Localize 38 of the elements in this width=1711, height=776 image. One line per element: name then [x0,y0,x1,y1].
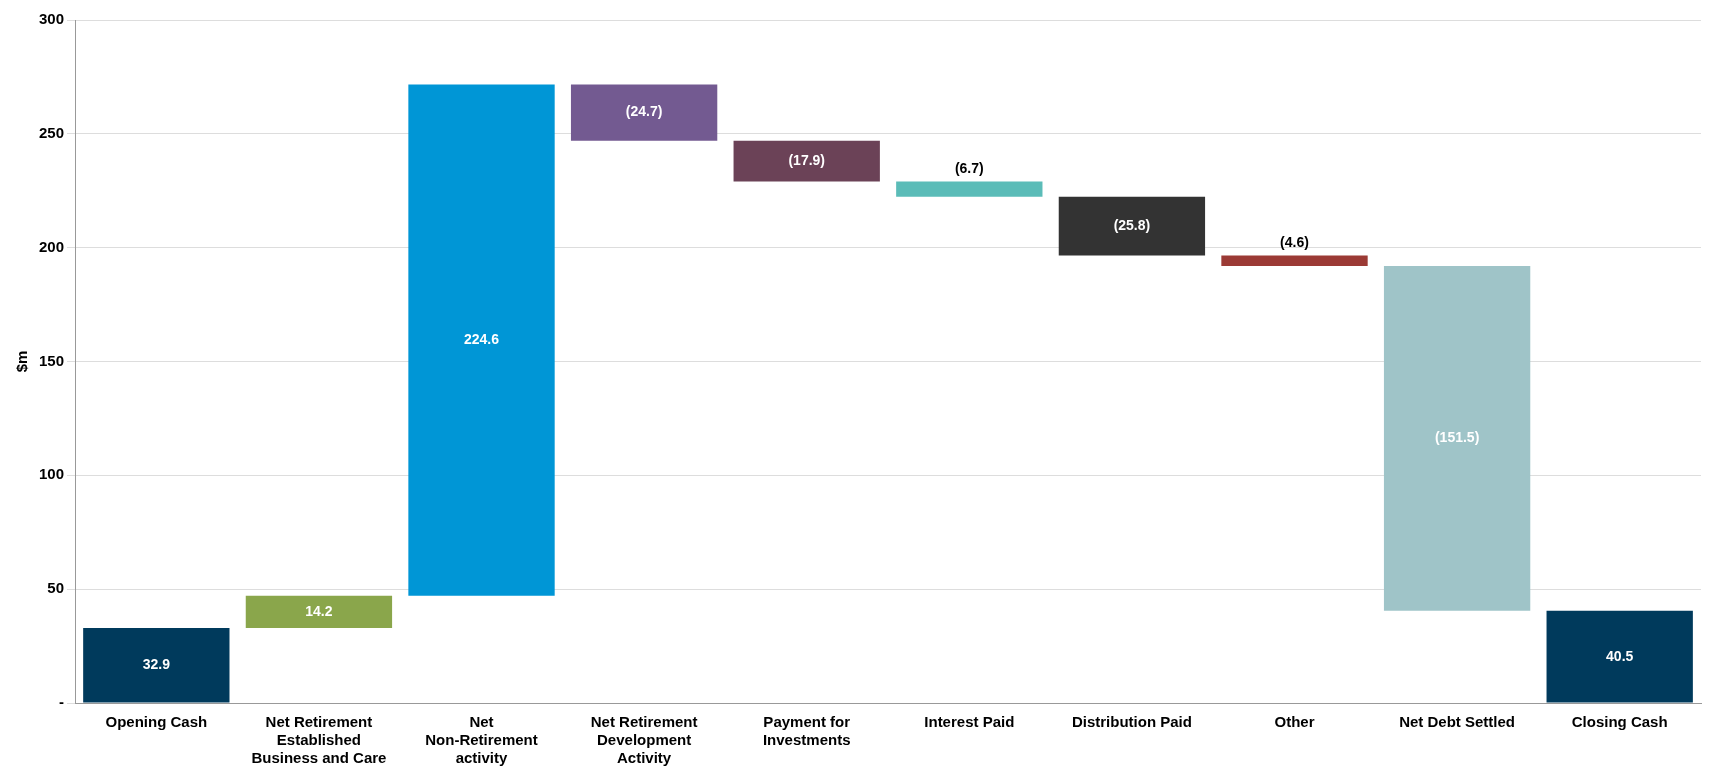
x-tick-label: Distribution Paid [1071,713,1192,731]
y-tick-label: - [59,693,65,711]
bar [408,84,555,596]
bar [570,84,718,141]
bar [733,140,880,182]
y-tick-label: 150 [39,351,65,369]
x-tick-label: Net Retirement Development Activity [590,713,698,767]
y-axis-title: $m [13,350,31,373]
bar [245,595,393,629]
bar [83,628,230,703]
data-label: 224.6 [464,330,500,347]
x-tick-label: Net Non-Retirement activity [425,713,538,767]
data-label: 32.9 [142,656,171,673]
y-tick-label: 50 [47,579,65,597]
x-tick-label: Opening Cash [105,713,208,731]
bar [1546,610,1693,703]
data-label: (4.6) [1280,234,1309,251]
bar [1221,255,1368,266]
y-tick-label: 200 [39,237,65,255]
x-tick-label: Payment for Investments [762,713,851,749]
data-label: (6.7) [954,160,984,177]
bar [896,181,1043,197]
x-tick-label: Net Retirement Established Business and Care [251,713,387,767]
y-tick-label: 300 [39,10,65,28]
data-label: (25.8) [1113,216,1151,233]
x-tick-label: Interest Paid [924,713,1015,731]
data-label: (151.5) [1434,429,1480,446]
x-tick-label: Other [1274,713,1315,731]
data-label: (17.9) [788,151,825,168]
y-tick-label: 100 [39,465,65,483]
x-tick-label: Closing Cash [1571,713,1668,731]
data-label: 14.2 [305,602,333,619]
data-label: (24.7) [625,103,663,120]
y-tick-label: 250 [39,123,65,141]
bar [1383,265,1531,611]
x-tick-label: Net Debt Settled [1399,713,1516,731]
bar [1058,196,1206,256]
data-label: 40.5 [1606,647,1634,664]
